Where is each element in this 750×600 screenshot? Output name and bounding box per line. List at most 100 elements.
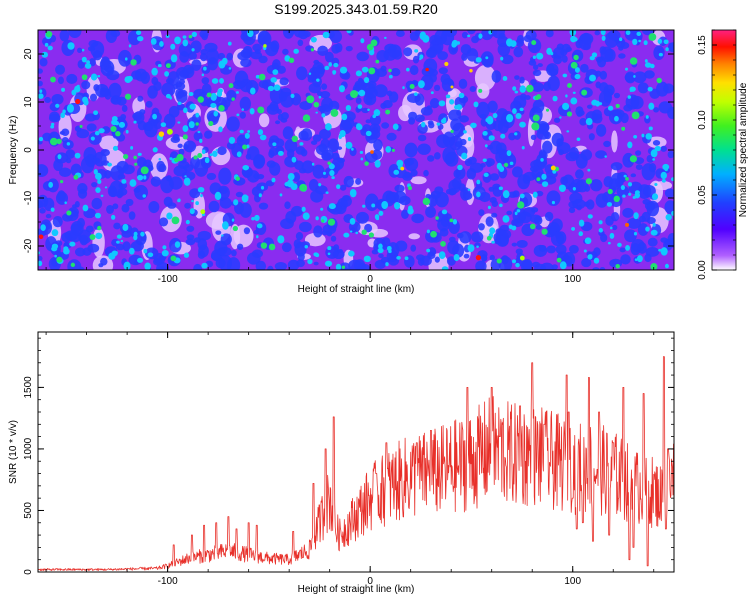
heatmap-cell — [76, 84, 80, 88]
heatmap-cell — [595, 150, 607, 159]
heatmap-cell — [611, 224, 618, 231]
heatmap-cell — [66, 142, 71, 146]
heatmap-cell — [613, 92, 621, 99]
heatmap-cell — [177, 143, 183, 149]
heatmap-cell — [48, 113, 61, 123]
heatmap-cell — [130, 240, 144, 252]
heatmap-cell — [91, 181, 98, 188]
heatmap-cell — [357, 77, 364, 84]
heatmap-peak — [435, 216, 439, 220]
heatmap-cell — [145, 100, 153, 108]
heatmap-peak — [56, 256, 63, 263]
heatmap-cell — [404, 256, 409, 261]
heatmap-cell — [277, 235, 285, 244]
heatmap-cell — [152, 113, 157, 120]
heatmap-cell — [461, 31, 469, 39]
heatmap-cell — [514, 90, 519, 94]
heatmap-cell — [533, 215, 543, 225]
heatmap-cell — [658, 52, 663, 57]
heatmap-peak — [299, 183, 308, 192]
heatmap-cell — [283, 30, 295, 39]
heatmap-cell — [665, 47, 669, 52]
heatmap-cell — [90, 136, 95, 141]
heatmap-cell — [385, 146, 392, 153]
heatmap-peak — [110, 125, 117, 133]
heatmap-cell — [313, 261, 319, 266]
heatmap-cell — [519, 107, 524, 112]
heatmap-peak — [79, 124, 83, 128]
heatmap-cell — [558, 149, 564, 156]
heatmap-cell — [648, 102, 655, 110]
heatmap-cell — [319, 91, 331, 99]
heatmap-cell — [184, 202, 192, 209]
heatmap-cell — [541, 173, 547, 180]
heatmap-cell — [482, 130, 488, 136]
heatmap-cell — [482, 54, 494, 68]
heatmap-low-patch — [258, 113, 270, 128]
heatmap-cell — [83, 99, 89, 106]
heatmap-cell — [272, 59, 281, 70]
heatmap-cell — [633, 231, 638, 236]
heatmap-cell — [87, 243, 100, 253]
heatmap-cell — [570, 97, 578, 105]
heatmap-cell — [144, 262, 151, 270]
heatmap-cell — [642, 199, 651, 205]
heatmap-cell — [133, 231, 138, 237]
heatmap-cell — [498, 186, 503, 191]
heatmap-cell — [530, 134, 537, 141]
heatmap-cell — [349, 188, 357, 198]
heatmap-cell — [349, 217, 356, 225]
heatmap-cell — [642, 185, 656, 198]
heatmap-cell — [617, 242, 622, 248]
heatmap-cell — [361, 66, 369, 73]
heatmap-cell — [588, 254, 593, 259]
heatmap-low-patch — [410, 176, 427, 185]
heatmap-cell — [550, 231, 564, 247]
heatmap-cell — [467, 30, 476, 35]
heatmap-cell — [660, 237, 668, 243]
heatmap-cell — [322, 171, 326, 175]
heatmap-cell — [559, 116, 562, 119]
heatmap-cell — [485, 216, 494, 227]
heatmap-cell — [161, 249, 169, 257]
heatmap-peak — [478, 88, 483, 93]
heatmap-cell — [330, 235, 337, 242]
heatmap-cell — [476, 191, 481, 198]
heatmap-cell — [363, 87, 378, 99]
heatmap-cell — [591, 52, 598, 58]
heatmap-cell — [365, 119, 371, 124]
heatmap-cell — [185, 238, 196, 246]
heatmap-cell — [312, 134, 322, 142]
heatmap-cell — [522, 259, 533, 270]
heatmap-cell — [295, 50, 298, 54]
heatmap-cell — [189, 208, 195, 215]
heatmap-cell — [105, 30, 118, 44]
heatmap-cell — [381, 200, 389, 210]
heatmap-cell — [497, 119, 509, 134]
heatmap-low-patch — [99, 135, 119, 151]
heatmap-cell — [623, 174, 627, 178]
heatmap-peak — [368, 232, 374, 238]
heatmap-cell — [315, 216, 319, 221]
heatmap-cell — [227, 41, 232, 46]
heatmap-cell — [521, 146, 525, 150]
heatmap-cell — [624, 229, 637, 243]
heatmap-cell — [513, 95, 527, 110]
heatmap-peak — [526, 84, 534, 93]
heatmap-cell — [277, 113, 284, 121]
heatmap-cell — [637, 223, 649, 236]
heatmap-cell — [427, 120, 434, 125]
heatmap-cell — [378, 210, 384, 216]
heatmap-cell — [122, 241, 131, 252]
heatmap-cell — [345, 105, 352, 111]
heatmap-cell — [361, 107, 370, 114]
heatmap-cell — [470, 122, 477, 129]
heatmap-cell — [177, 121, 181, 124]
heatmap-cell — [217, 247, 225, 256]
heatmap-cell — [236, 243, 244, 250]
heatmap-cell — [485, 158, 495, 167]
heatmap-cell — [321, 83, 328, 90]
heatmap-cell — [481, 254, 488, 262]
heatmap-cell — [324, 65, 330, 71]
heatmap-hot-spot — [75, 98, 81, 105]
